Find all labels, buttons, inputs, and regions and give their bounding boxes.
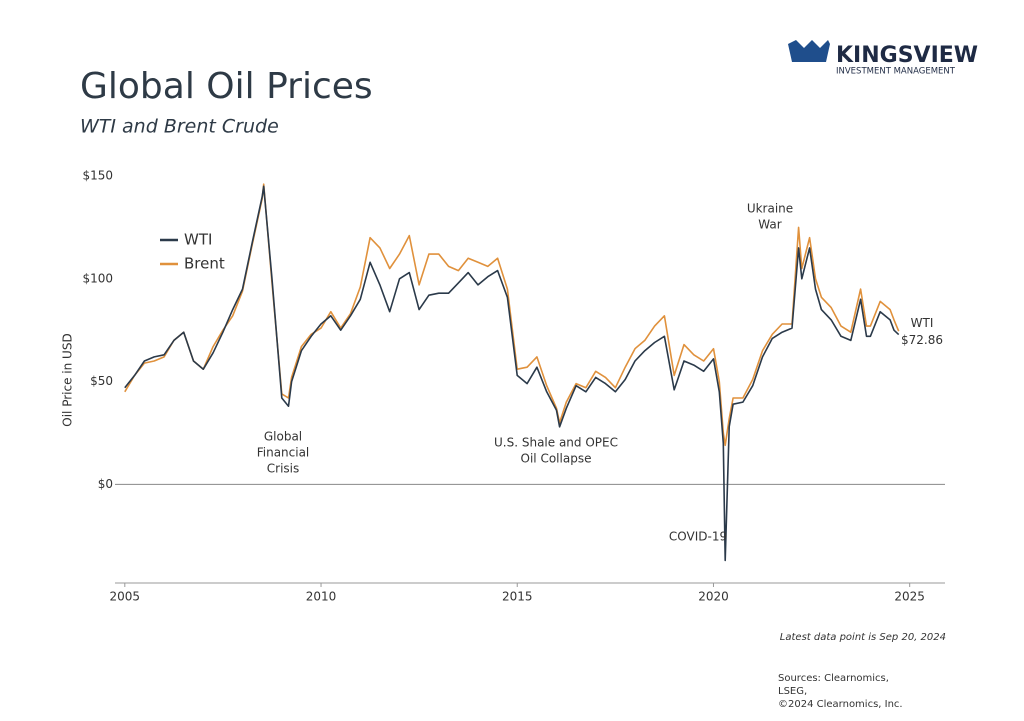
annotation: Crisis bbox=[267, 462, 299, 476]
line-1 bbox=[124, 183, 900, 447]
x-tick-label: 2005 bbox=[110, 590, 141, 604]
x-tick-label: 2015 bbox=[502, 590, 533, 604]
x-tick-label: 2010 bbox=[306, 590, 337, 604]
end-label-value: $72.86 bbox=[901, 333, 943, 347]
logo: KINGSVIEW INVESTMENT MANAGEMENT bbox=[788, 40, 978, 77]
end-label-name: WTI bbox=[911, 316, 934, 330]
y-axis-label: Oil Price in USD bbox=[61, 333, 75, 426]
legend-label: WTI bbox=[184, 231, 212, 249]
annotation: COVID-19 bbox=[669, 530, 727, 544]
source: ©2024 Clearnomics, Inc. bbox=[778, 699, 903, 710]
annotation: Oil Collapse bbox=[521, 452, 592, 466]
x-tick-label: 2025 bbox=[894, 590, 925, 604]
annotation: Ukraine bbox=[747, 202, 793, 216]
y-tick-label: $100 bbox=[82, 271, 113, 285]
line-0 bbox=[124, 185, 900, 562]
chart-title: Global Oil Prices bbox=[80, 66, 373, 107]
y-tick-label: $150 bbox=[82, 169, 113, 183]
brand-sub: INVESTMENT MANAGEMENT bbox=[836, 67, 956, 77]
source: Sources: Clearnomics, bbox=[778, 673, 889, 684]
legend-label: Brent bbox=[184, 255, 225, 273]
y-tick-label: $50 bbox=[90, 374, 113, 388]
chart-subtitle: WTI and Brent Crude bbox=[80, 116, 279, 138]
brand: KINGSVIEW bbox=[836, 43, 978, 68]
annotation: U.S. Shale and OPEC bbox=[494, 436, 618, 450]
y-tick-label: $0 bbox=[98, 477, 113, 491]
annotation: War bbox=[758, 218, 781, 232]
x-tick-label: 2020 bbox=[698, 590, 729, 604]
logo-icon bbox=[788, 40, 830, 62]
source: LSEG, bbox=[778, 686, 807, 697]
note: Latest data point is Sep 20, 2024 bbox=[780, 632, 946, 643]
annotation: Financial bbox=[257, 446, 310, 460]
annotation: Global bbox=[264, 430, 302, 444]
